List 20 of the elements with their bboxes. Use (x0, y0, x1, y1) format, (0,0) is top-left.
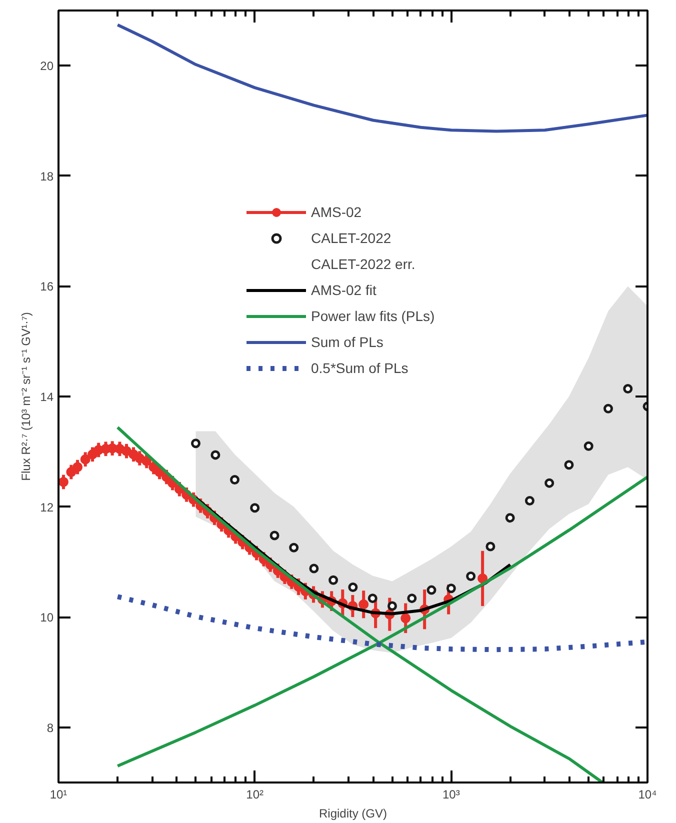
legend-label: CALET-2022 (311, 230, 392, 246)
legend-label: Sum of PLs (311, 334, 384, 350)
y-axis-title: Flux R²·⁷ (10³ m⁻² sr⁻¹ s⁻¹ GV¹·⁷) (19, 312, 34, 481)
legend-label: Power law fits (PLs) (311, 308, 435, 324)
y-tick-label: 20 (40, 59, 54, 74)
y-tick-label: 8 (46, 720, 54, 735)
x-tick-label: 10¹ (50, 788, 68, 802)
x-tick-label: 10⁴ (638, 788, 657, 802)
y-tick-label: 14 (40, 390, 54, 404)
annotation: CALET-2022 err. (311, 256, 416, 272)
legend-label: AMS-02 fit (311, 282, 376, 298)
legend-label: 0.5*Sum of PLs (311, 360, 408, 376)
y-tick-label: 18 (40, 169, 54, 184)
y-tick-label: 12 (40, 500, 54, 514)
legend-label: AMS-02 (311, 204, 362, 220)
y-tick-label: 10 (40, 610, 54, 625)
y-tick-label: 16 (40, 280, 54, 294)
x-tick-label: 10³ (442, 788, 460, 802)
x-tick-label: 10² (246, 788, 264, 802)
x-axis-title: Rigidity (GV) (318, 806, 388, 820)
